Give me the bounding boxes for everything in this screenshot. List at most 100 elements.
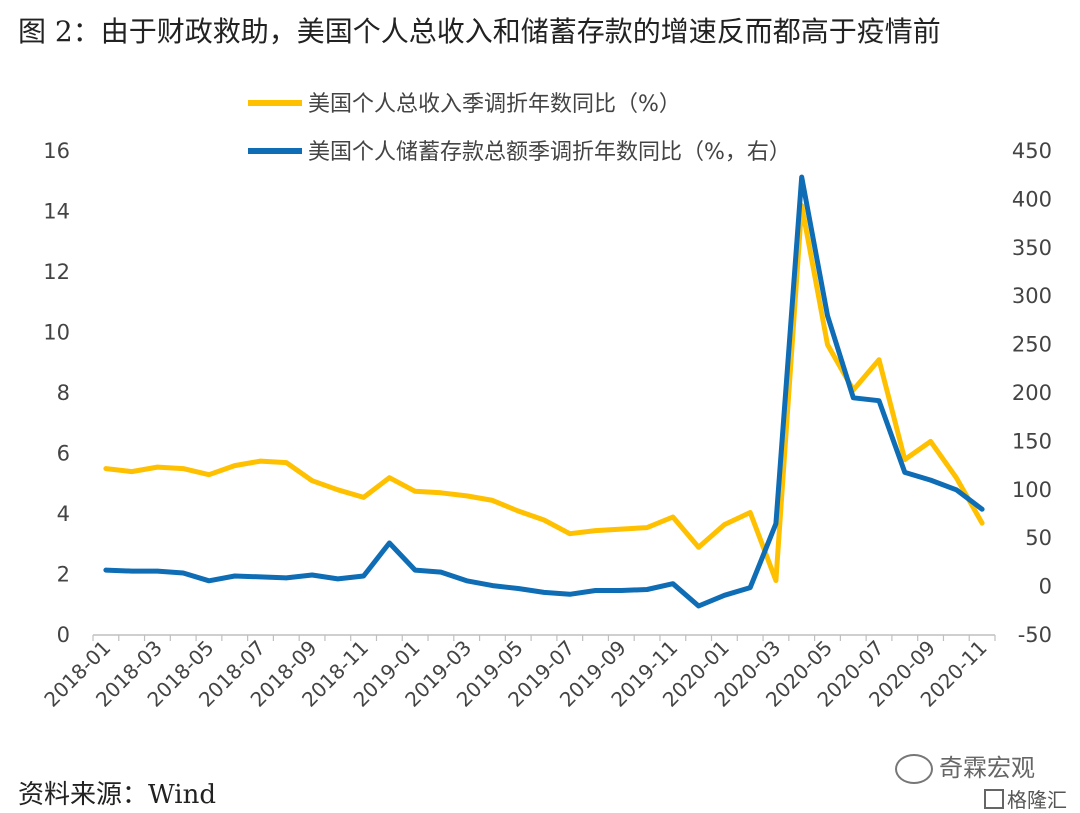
y2-tick-label: 250 [1012, 333, 1052, 357]
data-point [670, 581, 676, 586]
data-point [799, 174, 804, 180]
data-point [748, 510, 753, 515]
chart-axes: 0 2 4 6 8 10 12 14 16 -50 0 50 100 150 200 250 300 350 400… [39, 139, 1052, 712]
data-point [773, 521, 779, 526]
data-point [928, 477, 933, 483]
data-point [722, 522, 727, 527]
data-point [644, 525, 650, 530]
data-point [876, 357, 882, 362]
data-point [954, 487, 959, 492]
y2-tick-label: 350 [1012, 236, 1052, 260]
legend-label: 美国个人储蓄存款总额季调折年数同比（%，右） [308, 140, 791, 165]
data-point [696, 603, 701, 609]
data-point [902, 457, 907, 462]
data-point [438, 490, 444, 495]
data-point [361, 573, 366, 579]
data-point [516, 586, 521, 591]
data-point [284, 460, 289, 465]
data-point [129, 469, 134, 474]
source-note: 资料来源：Wind [18, 780, 216, 810]
data-point [979, 507, 985, 512]
data-point [155, 464, 160, 470]
y-tick-label: 10 [43, 321, 70, 345]
data-point [464, 578, 469, 583]
data-point [490, 583, 495, 588]
data-point [722, 593, 727, 598]
y2-tick-label: -50 [1018, 623, 1052, 647]
data-point [541, 517, 547, 523]
data-point [129, 568, 134, 574]
legend-label: 美国个人总收入季调折年数同比（%） [308, 92, 681, 117]
y2-tick-label: 300 [1012, 284, 1052, 308]
data-point [284, 575, 289, 581]
data-point [155, 568, 160, 574]
data-point [516, 508, 521, 514]
data-point [928, 439, 933, 444]
chart-title: 图 2：由于财政救助，美国个人总收入和储蓄存款的增速反而都高于疫情前 [18, 15, 941, 48]
data-point [670, 514, 676, 520]
watermark-secondary: 格隆汇 [984, 784, 1067, 813]
y2-tick-label: 150 [1012, 429, 1052, 453]
y2-tick-label: 400 [1012, 187, 1052, 211]
data-point [206, 578, 212, 583]
data-point [464, 493, 469, 499]
gelonghui-logo-icon [984, 789, 1004, 809]
y2-tick-label: 100 [1012, 478, 1052, 502]
series-line-2 [103, 174, 985, 609]
data-point [567, 592, 572, 597]
data-point [232, 463, 237, 468]
data-point [181, 466, 186, 471]
data-point [387, 475, 392, 480]
data-point [438, 569, 444, 575]
y2-tick-label: 50 [1025, 526, 1052, 550]
data-point [335, 487, 340, 492]
data-point [490, 498, 495, 503]
y2-tick-label: 0 [1039, 575, 1052, 599]
y2-tick-label: 450 [1012, 139, 1052, 163]
data-point [103, 466, 109, 471]
data-point [825, 342, 830, 347]
y-tick-label: 4 [57, 502, 70, 526]
data-point [619, 526, 624, 532]
data-point [309, 572, 315, 578]
wechat-icon [895, 754, 933, 784]
watermark-secondary-label: 格隆汇 [1007, 788, 1067, 812]
data-point [748, 585, 753, 590]
data-point [644, 587, 650, 592]
y-tick-label: 12 [43, 260, 70, 284]
data-point [979, 520, 985, 526]
data-point [825, 313, 830, 318]
y-tick-label: 6 [57, 442, 70, 466]
data-point [258, 574, 263, 580]
y-tick-label: 2 [57, 563, 70, 587]
data-point [541, 590, 547, 595]
data-point [876, 398, 882, 403]
data-point [258, 458, 263, 464]
data-point [309, 478, 315, 483]
watermark: 奇霖宏观 [895, 748, 1035, 784]
data-point [103, 567, 109, 573]
data-point [567, 531, 572, 536]
data-point [335, 576, 340, 582]
data-point [387, 540, 392, 546]
data-point [773, 578, 779, 583]
data-point [619, 588, 624, 593]
y-tick-label: 0 [57, 623, 70, 647]
data-point [412, 567, 418, 573]
data-point [232, 573, 237, 579]
data-point [954, 475, 959, 480]
watermark-label: 奇霖宏观 [939, 754, 1035, 782]
data-point [902, 470, 907, 475]
data-point [206, 472, 212, 477]
y-tick-label: 16 [43, 139, 70, 163]
data-point [412, 489, 418, 494]
data-point [181, 570, 186, 576]
data-point [696, 545, 701, 550]
data-point [361, 495, 366, 500]
legend: 美国个人总收入季调折年数同比（%） 美国个人储蓄存款总额季调折年数同比（%，右） [248, 92, 791, 165]
data-point [593, 588, 598, 593]
data-point [851, 395, 856, 400]
data-point [593, 528, 598, 533]
y-tick-label: 14 [43, 200, 70, 224]
